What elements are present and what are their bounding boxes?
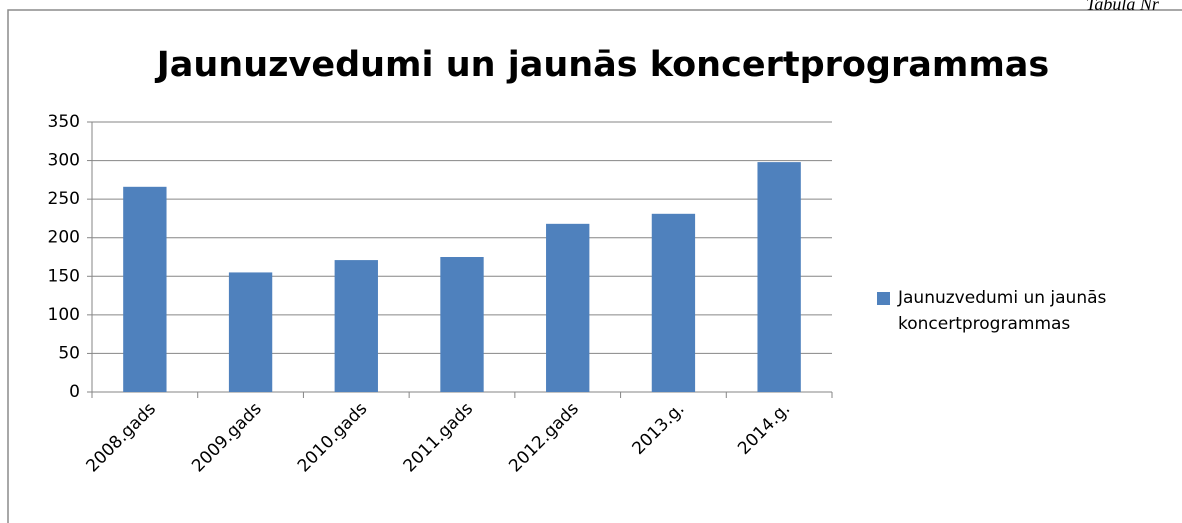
y-tick-label: 50 <box>58 343 80 363</box>
bar <box>651 213 696 392</box>
y-tick-label: 350 <box>48 112 80 132</box>
x-tick-label: 2013.g. <box>628 399 688 459</box>
x-tick-label: 2011.gads <box>400 399 478 477</box>
table-note: Tabula Nr <box>1086 0 1159 14</box>
x-tick-label: 2014.g. <box>734 399 794 459</box>
bar <box>123 186 167 392</box>
bar <box>228 272 273 392</box>
y-tick-label: 0 <box>69 382 80 402</box>
bar <box>546 223 590 392</box>
legend-label: Jaunuzvedumi un jaunās koncertprogrammas <box>898 288 1107 334</box>
chart-frame <box>7 9 1182 523</box>
bar <box>757 162 801 392</box>
y-tick-label: 150 <box>48 266 80 286</box>
x-tick-label: 2010.gads <box>294 399 372 477</box>
y-tick-label: 100 <box>48 305 80 325</box>
x-tick-label: 2008.gads <box>82 399 160 477</box>
y-tick-label: 200 <box>48 228 80 248</box>
legend-swatch <box>877 292 890 305</box>
x-tick-label: 2012.gads <box>505 399 583 477</box>
x-tick-label: 2009.gads <box>188 399 266 477</box>
y-tick-label: 300 <box>48 151 80 171</box>
legend: Jaunuzvedumi un jaunās koncertprogrammas <box>877 285 1148 337</box>
bar <box>440 257 484 392</box>
chart-title: Jaunuzvedumi un jaunās koncertprogrammas <box>155 45 1050 85</box>
y-tick-label: 250 <box>48 189 80 209</box>
bar <box>334 260 378 392</box>
